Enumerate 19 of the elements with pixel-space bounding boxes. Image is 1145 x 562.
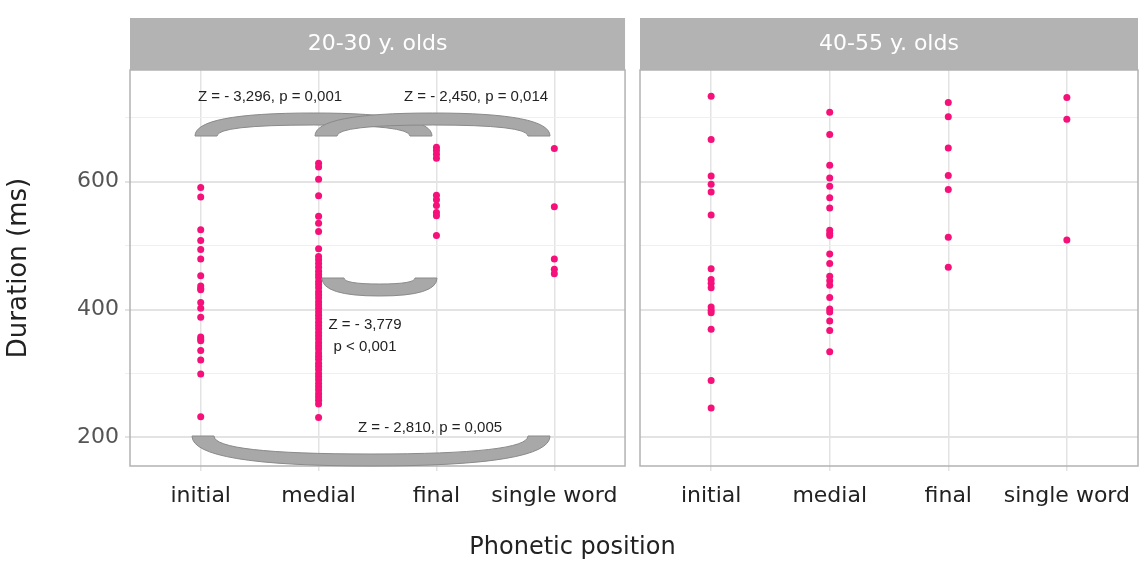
x-tick-label: medial <box>792 481 868 507</box>
x-tick-label: final <box>924 481 972 507</box>
annotation: Z = - 3,296, p = 0,001 <box>197 87 343 105</box>
chart-title: 20-30 y. olds <box>307 29 448 55</box>
x-tick-label: initial <box>170 481 231 507</box>
chart-title: 40-55 y. olds <box>819 29 959 55</box>
annotation: Z = - 2,810, p = 0,005 <box>357 418 503 436</box>
annotation: Z = - 3,779 p < 0,001 <box>328 315 402 355</box>
x-tick-label: final <box>412 481 461 507</box>
y-tick-label: 200 <box>77 422 119 448</box>
y-tick-label: 400 <box>77 295 119 321</box>
x-tick-label: initial <box>680 481 742 507</box>
x-axis-title: Phonetic position <box>468 532 677 560</box>
x-tick-label: single word <box>491 481 618 507</box>
x-tick-label: medial <box>281 481 356 507</box>
annotation: Z = - 2,450, p = 0,014 <box>403 87 549 105</box>
x-tick-label: single word <box>1003 481 1130 507</box>
y-tick-label: 600 <box>77 167 119 193</box>
y-axis-title: Duration (ms) <box>2 177 33 359</box>
